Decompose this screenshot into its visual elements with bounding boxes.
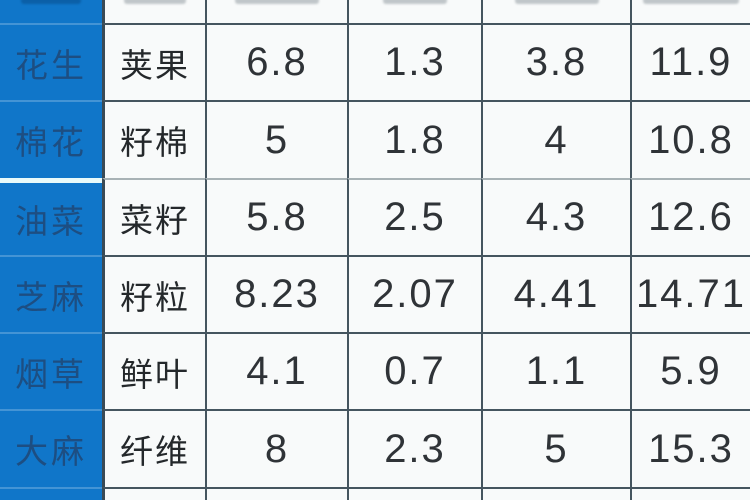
- value-cell: 14.71: [630, 255, 750, 332]
- header-text-remnant: [21, 0, 81, 4]
- value-cell: 1.8: [347, 100, 481, 178]
- value-cell: 4.41: [481, 255, 630, 332]
- product-cell: 籽棉: [102, 100, 205, 178]
- partial-row-cell: [0, 487, 102, 500]
- partial-row-cell: [102, 487, 205, 500]
- value-cell: 8: [205, 409, 347, 487]
- header-cell: [630, 0, 750, 23]
- product-cell: 荚果: [102, 23, 205, 100]
- value-cell: 5.8: [205, 178, 347, 255]
- partial-row-cell: [205, 487, 347, 500]
- header-text-remnant: [643, 0, 739, 4]
- header-cell: [102, 0, 205, 23]
- header-cell: [347, 0, 481, 23]
- crop-name-cell: 烟草: [0, 332, 102, 409]
- header-text-remnant: [383, 0, 447, 4]
- header-cell: [481, 0, 630, 23]
- value-cell: 1.1: [481, 332, 630, 409]
- product-cell: 鲜叶: [102, 332, 205, 409]
- crop-name-cell: 花生: [0, 23, 102, 100]
- header-text-remnant: [124, 0, 186, 4]
- value-cell: 1.3: [347, 23, 481, 100]
- value-cell: 12.6: [630, 178, 750, 255]
- crop-name-cell: 油菜: [0, 178, 102, 255]
- value-cell: 3.8: [481, 23, 630, 100]
- partial-row-cell: [481, 487, 630, 500]
- value-cell: 2.5: [347, 178, 481, 255]
- crop-name-cell: 棉花: [0, 100, 102, 178]
- value-cell: 4: [481, 100, 630, 178]
- value-cell: 15.3: [630, 409, 750, 487]
- value-cell: 0.7: [347, 332, 481, 409]
- crop-name-cell: 芝麻: [0, 255, 102, 332]
- header-corner-cell: [0, 0, 102, 23]
- value-cell: 4.1: [205, 332, 347, 409]
- value-cell: 2.3: [347, 409, 481, 487]
- product-cell: 菜籽: [102, 178, 205, 255]
- header-text-remnant: [514, 0, 599, 4]
- value-cell: 5.9: [630, 332, 750, 409]
- product-cell: 籽粒: [102, 255, 205, 332]
- value-cell: 5: [481, 409, 630, 487]
- value-cell: 8.23: [205, 255, 347, 332]
- value-cell: 10.8: [630, 100, 750, 178]
- crop-name-cell: 大麻: [0, 409, 102, 487]
- value-cell: 2.07: [347, 255, 481, 332]
- product-cell: 纤维: [102, 409, 205, 487]
- value-cell: 4.3: [481, 178, 630, 255]
- value-cell: 11.9: [630, 23, 750, 100]
- value-cell: 5: [205, 100, 347, 178]
- value-cell: 6.8: [205, 23, 347, 100]
- header-text-remnant: [235, 0, 319, 4]
- header-cell: [205, 0, 347, 23]
- partial-row-cell: [630, 487, 750, 500]
- partial-row-cell: [347, 487, 481, 500]
